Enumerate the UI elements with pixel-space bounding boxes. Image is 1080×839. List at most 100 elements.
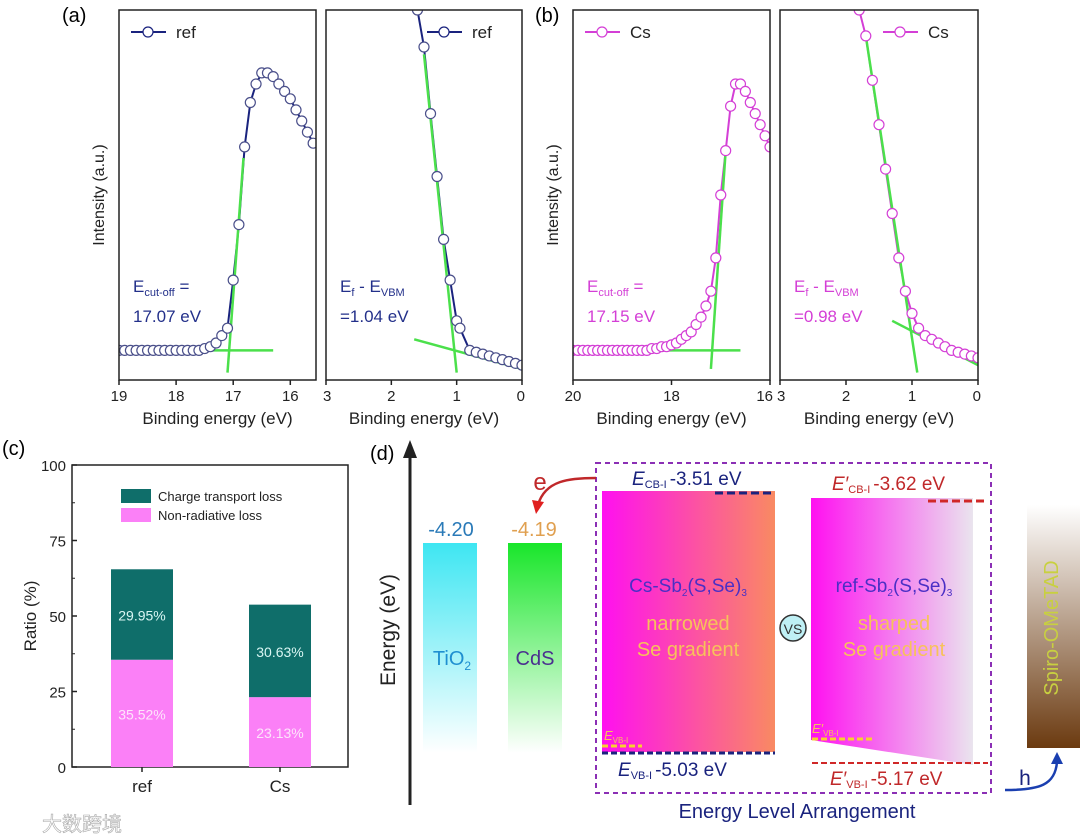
- cs-vb-label: EVB-I -5.03 eV: [618, 760, 727, 782]
- legend-label: Non-radiative loss: [158, 508, 263, 523]
- x-tick-label: 3: [777, 388, 785, 405]
- data-point: [899, 285, 912, 297]
- x-axis-label: Binding energy (eV): [804, 409, 954, 428]
- data-point: [710, 252, 722, 264]
- data-point: [301, 126, 314, 138]
- annotation-subscript: cut-off: [598, 287, 629, 299]
- annotation-subscript: f: [805, 287, 809, 299]
- bar-value-label: 23.13%: [256, 725, 303, 741]
- data-point: [749, 107, 761, 120]
- data-point: [866, 74, 879, 86]
- data-point: [744, 96, 756, 109]
- data-point: [720, 145, 732, 157]
- data-point: [244, 96, 256, 109]
- data-point: [210, 337, 222, 349]
- annotation-line-1: Ecut-off =: [587, 277, 643, 299]
- data-point: [972, 352, 978, 364]
- y-axis-label: Ratio (%): [21, 581, 40, 652]
- ref-cb-label: E′CB-I -3.62 eV: [832, 474, 945, 496]
- plot-area: [853, 10, 978, 373]
- tio2-level: -4.20: [428, 519, 474, 541]
- legend-label: ref: [472, 23, 492, 42]
- annotation-symbol: E: [587, 277, 598, 296]
- y-tick-label: 50: [49, 609, 66, 626]
- vs-badge: [779, 614, 807, 642]
- annotation-value: 17.07 eV: [133, 307, 202, 326]
- comparison-box: [595, 462, 992, 794]
- x-tick-label: 1: [908, 388, 916, 405]
- ref-desc-1: sharped: [858, 613, 930, 635]
- cds-band: [508, 543, 562, 753]
- annotation-value: 17.15 eV: [587, 307, 656, 326]
- x-tick-label: 19: [111, 388, 128, 405]
- plot-area: [573, 78, 770, 369]
- energy-axis-label: Energy (eV): [377, 574, 400, 686]
- x-tick-label: Cs: [270, 777, 291, 796]
- data-point: [411, 10, 424, 16]
- cds-label: CdS: [516, 648, 555, 670]
- data-point: [893, 252, 905, 264]
- bar-non-radiative-ref: [111, 659, 173, 767]
- annotation-value: =1.04 eV: [340, 307, 409, 326]
- plot-a-vbm: 3 2 1 0 Binding energy (eV) ref Ef - EVBM =1.04…: [323, 9, 525, 428]
- data-point: [739, 85, 751, 98]
- annotation-text: - E: [354, 277, 380, 296]
- annotation-text: =: [175, 277, 190, 296]
- legend-marker: [142, 26, 154, 38]
- bar-charge-transport-Cs: [249, 604, 311, 698]
- ref-vb-label: E′VB-I -5.17 eV: [830, 769, 943, 791]
- data-point: [227, 274, 239, 286]
- cs-cb-label: ECB-I -3.51 eV: [632, 469, 742, 491]
- x-tick-label: 20: [565, 388, 582, 405]
- vs-label: VS: [784, 621, 803, 637]
- loss-bar-chart: 0 25 50 75 100 Ratio (%) 35.52% 29.95% ref 23.13%…: [21, 458, 349, 796]
- annotation-subscript: VBM: [381, 287, 405, 299]
- data-point: [754, 119, 766, 131]
- data-point: [438, 233, 450, 245]
- plot-frame: [779, 9, 979, 381]
- data-point: [906, 307, 918, 319]
- legend-label: Cs: [630, 23, 651, 42]
- plot-a-cutoff: 19 18 17 16 Binding energy (eV) Intensity (a.…: [91, 9, 317, 428]
- cs-desc-1: narrowed: [646, 613, 729, 635]
- y-tick-label: 25: [49, 685, 66, 702]
- annotation-symbol: E: [794, 277, 805, 296]
- annotation-line-1: Ecut-off =: [133, 277, 189, 299]
- panel-label-c: (c): [2, 438, 25, 460]
- x-tick-label: 16: [282, 388, 299, 405]
- x-tick-label: 18: [168, 388, 185, 405]
- data-point: [700, 300, 712, 312]
- y-tick-label: 0: [58, 760, 66, 777]
- ups-plots: 19 18 17 16 Binding energy (eV) Intensity (a.…: [91, 9, 981, 428]
- data-point: [216, 330, 228, 342]
- data-point: [516, 359, 522, 371]
- plot-area: [119, 67, 316, 373]
- data-point: [705, 285, 717, 297]
- legend-marker: [894, 26, 906, 38]
- x-axis-label: Binding energy (eV): [349, 409, 499, 428]
- legend-marker: [438, 26, 450, 38]
- series-line: [416, 10, 522, 367]
- data-point: [290, 104, 302, 116]
- data-point: [853, 10, 865, 16]
- data-point: [873, 119, 885, 131]
- bar-value-label: 30.63%: [256, 644, 303, 660]
- ref-absorber-name: ref-Sb2(S,Se)3: [836, 576, 953, 599]
- data-point: [444, 274, 456, 286]
- bar-charge-transport-ref: [111, 569, 173, 660]
- bar-non-radiative-Cs: [249, 697, 311, 767]
- y-axis-label: Intensity (a.u.): [545, 144, 562, 245]
- x-tick-label: ref: [132, 777, 152, 796]
- data-point: [278, 85, 291, 98]
- data-point: [418, 41, 430, 53]
- x-tick-label: 17: [225, 388, 242, 405]
- plot-frame: [118, 9, 317, 381]
- electron-arrowhead: [532, 500, 544, 514]
- watermark: 大数跨境: [42, 813, 122, 836]
- ref-vb-i-small-label: E′VB-I: [812, 721, 839, 738]
- electron-label: e: [533, 469, 546, 496]
- ref-absorber-band: [811, 498, 973, 765]
- cs-absorber-name: Cs-Sb2(S,Se)3: [629, 576, 747, 599]
- annotation-symbol: E: [133, 277, 144, 296]
